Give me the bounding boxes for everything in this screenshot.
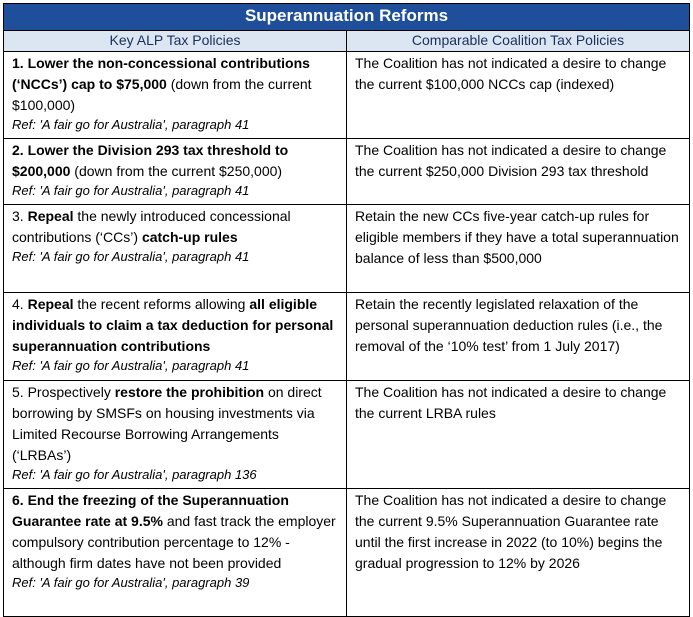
policy-reference: Ref: 'A fair go for Australia', paragrap… (12, 183, 250, 198)
alp-policy-cell: 2. Lower the Division 293 tax threshold … (3, 138, 347, 205)
policy-reference: Ref: 'A fair go for Australia', paragrap… (12, 358, 250, 373)
alp-policy-text: 5. Prospectively restore the prohibition… (12, 384, 322, 463)
alp-policy-text: 4. Repeal the recent reforms allowing al… (12, 296, 334, 354)
policy-reference: Ref: 'A fair go for Australia', paragrap… (12, 249, 250, 264)
alp-policy-text: 3. Repeal the newly introduced concessio… (12, 208, 291, 245)
policy-row: 2. Lower the Division 293 tax threshold … (3, 138, 690, 205)
coalition-policy-cell: The Coalition has not indicated a desire… (346, 138, 690, 205)
policy-row: 5. Prospectively restore the prohibition… (3, 380, 690, 489)
alp-policy-cell: 1. Lower the non-concessional contributi… (3, 51, 347, 139)
column-header-alp: Key ALP Tax Policies (3, 30, 347, 52)
table-title: Superannuation Reforms (3, 3, 690, 31)
alp-policy-cell: 3. Repeal the newly introduced concessio… (3, 204, 347, 293)
superannuation-reforms-table: Superannuation Reforms Key ALP Tax Polic… (3, 3, 690, 617)
alp-policy-cell: 6. End the freezing of the Superannuatio… (3, 488, 347, 617)
coalition-policy-cell: Retain the recently legislated relaxatio… (346, 292, 690, 381)
title-row: Superannuation Reforms (3, 3, 690, 31)
policy-row: 3. Repeal the newly introduced concessio… (3, 204, 690, 293)
policy-row: 6. End the freezing of the Superannuatio… (3, 488, 690, 617)
alp-policy-text: 1. Lower the non-concessional contributi… (12, 55, 312, 113)
column-header-coalition: Comparable Coalition Tax Policies (346, 30, 690, 52)
alp-policy-cell: 5. Prospectively restore the prohibition… (3, 380, 347, 489)
coalition-policy-cell: The Coalition has not indicated a desire… (346, 380, 690, 489)
coalition-policy-cell: The Coalition has not indicated a desire… (346, 488, 690, 617)
policy-row: 1. Lower the non-concessional contributi… (3, 51, 690, 139)
policy-reference: Ref: 'A fair go for Australia', paragrap… (12, 117, 250, 132)
coalition-policy-cell: Retain the new CCs five-year catch-up ru… (346, 204, 690, 293)
alp-policy-cell: 4. Repeal the recent reforms allowing al… (3, 292, 347, 381)
policy-reference: Ref: 'A fair go for Australia', paragrap… (12, 467, 257, 482)
policy-reference: Ref: 'A fair go for Australia', paragrap… (12, 575, 250, 590)
coalition-policy-cell: The Coalition has not indicated a desire… (346, 51, 690, 139)
header-row: Key ALP Tax Policies Comparable Coalitio… (3, 30, 690, 52)
policy-row: 4. Repeal the recent reforms allowing al… (3, 292, 690, 381)
alp-policy-text: 6. End the freezing of the Superannuatio… (12, 492, 336, 571)
alp-policy-text: 2. Lower the Division 293 tax threshold … (12, 142, 289, 179)
